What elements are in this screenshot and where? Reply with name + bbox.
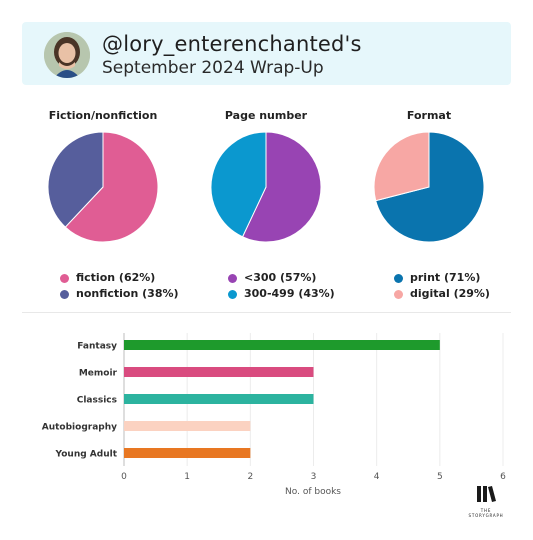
legend-page-number: <300 (57%) 300-499 (43%) (228, 270, 335, 302)
x-tick-label: 1 (184, 472, 190, 482)
x-tick-label: 4 (374, 472, 380, 482)
storygraph-logo-icon (477, 486, 496, 502)
pie-title-format: Format (406, 109, 452, 122)
pie-slice-0 (64, 131, 159, 243)
legend-label: digital (29%) (410, 287, 490, 300)
logo-text-storygraph: STORYGRAPH (468, 513, 504, 518)
x-tick-label: 6 (500, 472, 506, 482)
pie-chart-fiction (47, 131, 159, 243)
wrap-up-header: @lory_enterenchanted's September 2024 Wr… (22, 22, 511, 85)
pie-slice-1 (373, 131, 430, 202)
category-label: Young Adult (55, 450, 118, 460)
x-tick-label: 3 (311, 472, 317, 482)
pie-title-fiction: Fiction/nonfiction (48, 109, 158, 122)
legend-item-nonfiction: nonfiction (38%) (60, 286, 179, 302)
legend-label: fiction (62%) (76, 271, 156, 284)
legend-dot (228, 289, 237, 299)
legend-fiction: fiction (62%) nonfiction (38%) (60, 270, 179, 302)
x-tick-label: 2 (247, 472, 253, 482)
bar-autobiography (124, 421, 251, 431)
legend-format: print (71%) digital (29%) (394, 270, 490, 302)
x-tick-label: 5 (437, 472, 443, 482)
legend-item-digital: digital (29%) (394, 286, 490, 302)
avatar (44, 32, 90, 78)
bar-memoir (124, 367, 314, 377)
legend-dot (394, 273, 403, 283)
wrap-up-subtitle: September 2024 Wrap-Up (102, 58, 324, 78)
pie-slice-0 (375, 131, 485, 243)
legend-item-300-499: 300-499 (43%) (228, 286, 335, 302)
pie-slice-1 (47, 131, 104, 228)
legend-label: print (71%) (410, 271, 481, 284)
pie-title-page-number: Page number (224, 109, 308, 122)
legend-label: 300-499 (43%) (244, 287, 335, 300)
category-label: Fantasy (77, 342, 117, 352)
pie-slice-0 (241, 131, 322, 243)
legend-dot (60, 273, 69, 283)
category-label: Memoir (79, 369, 118, 379)
bar-fantasy (124, 340, 440, 350)
legend-item-print: print (71%) (394, 270, 490, 286)
pie-chart-format (373, 131, 485, 243)
legend-label: nonfiction (38%) (76, 287, 179, 300)
bar-classics (124, 394, 314, 404)
section-divider (22, 312, 511, 313)
legend-item-under-300: <300 (57%) (228, 270, 335, 286)
pie-slice-1 (210, 131, 267, 238)
profile-handle: @lory_enterenchanted's (102, 32, 362, 56)
logo-text-the: THE (480, 508, 492, 513)
legend-dot (228, 273, 237, 283)
x-tick-label: 0 (121, 472, 127, 482)
legend-label: <300 (57%) (244, 271, 317, 284)
category-label: Autobiography (42, 423, 117, 433)
storygraph-logo: THE STORYGRAPH (466, 484, 506, 520)
x-axis-label: No. of books (285, 487, 341, 497)
pie-chart-page-number (210, 131, 322, 243)
legend-dot (60, 289, 69, 299)
legend-item-fiction: fiction (62%) (60, 270, 179, 286)
bar-young-adult (124, 448, 251, 458)
legend-dot (394, 289, 403, 299)
category-label: Classics (77, 396, 117, 406)
